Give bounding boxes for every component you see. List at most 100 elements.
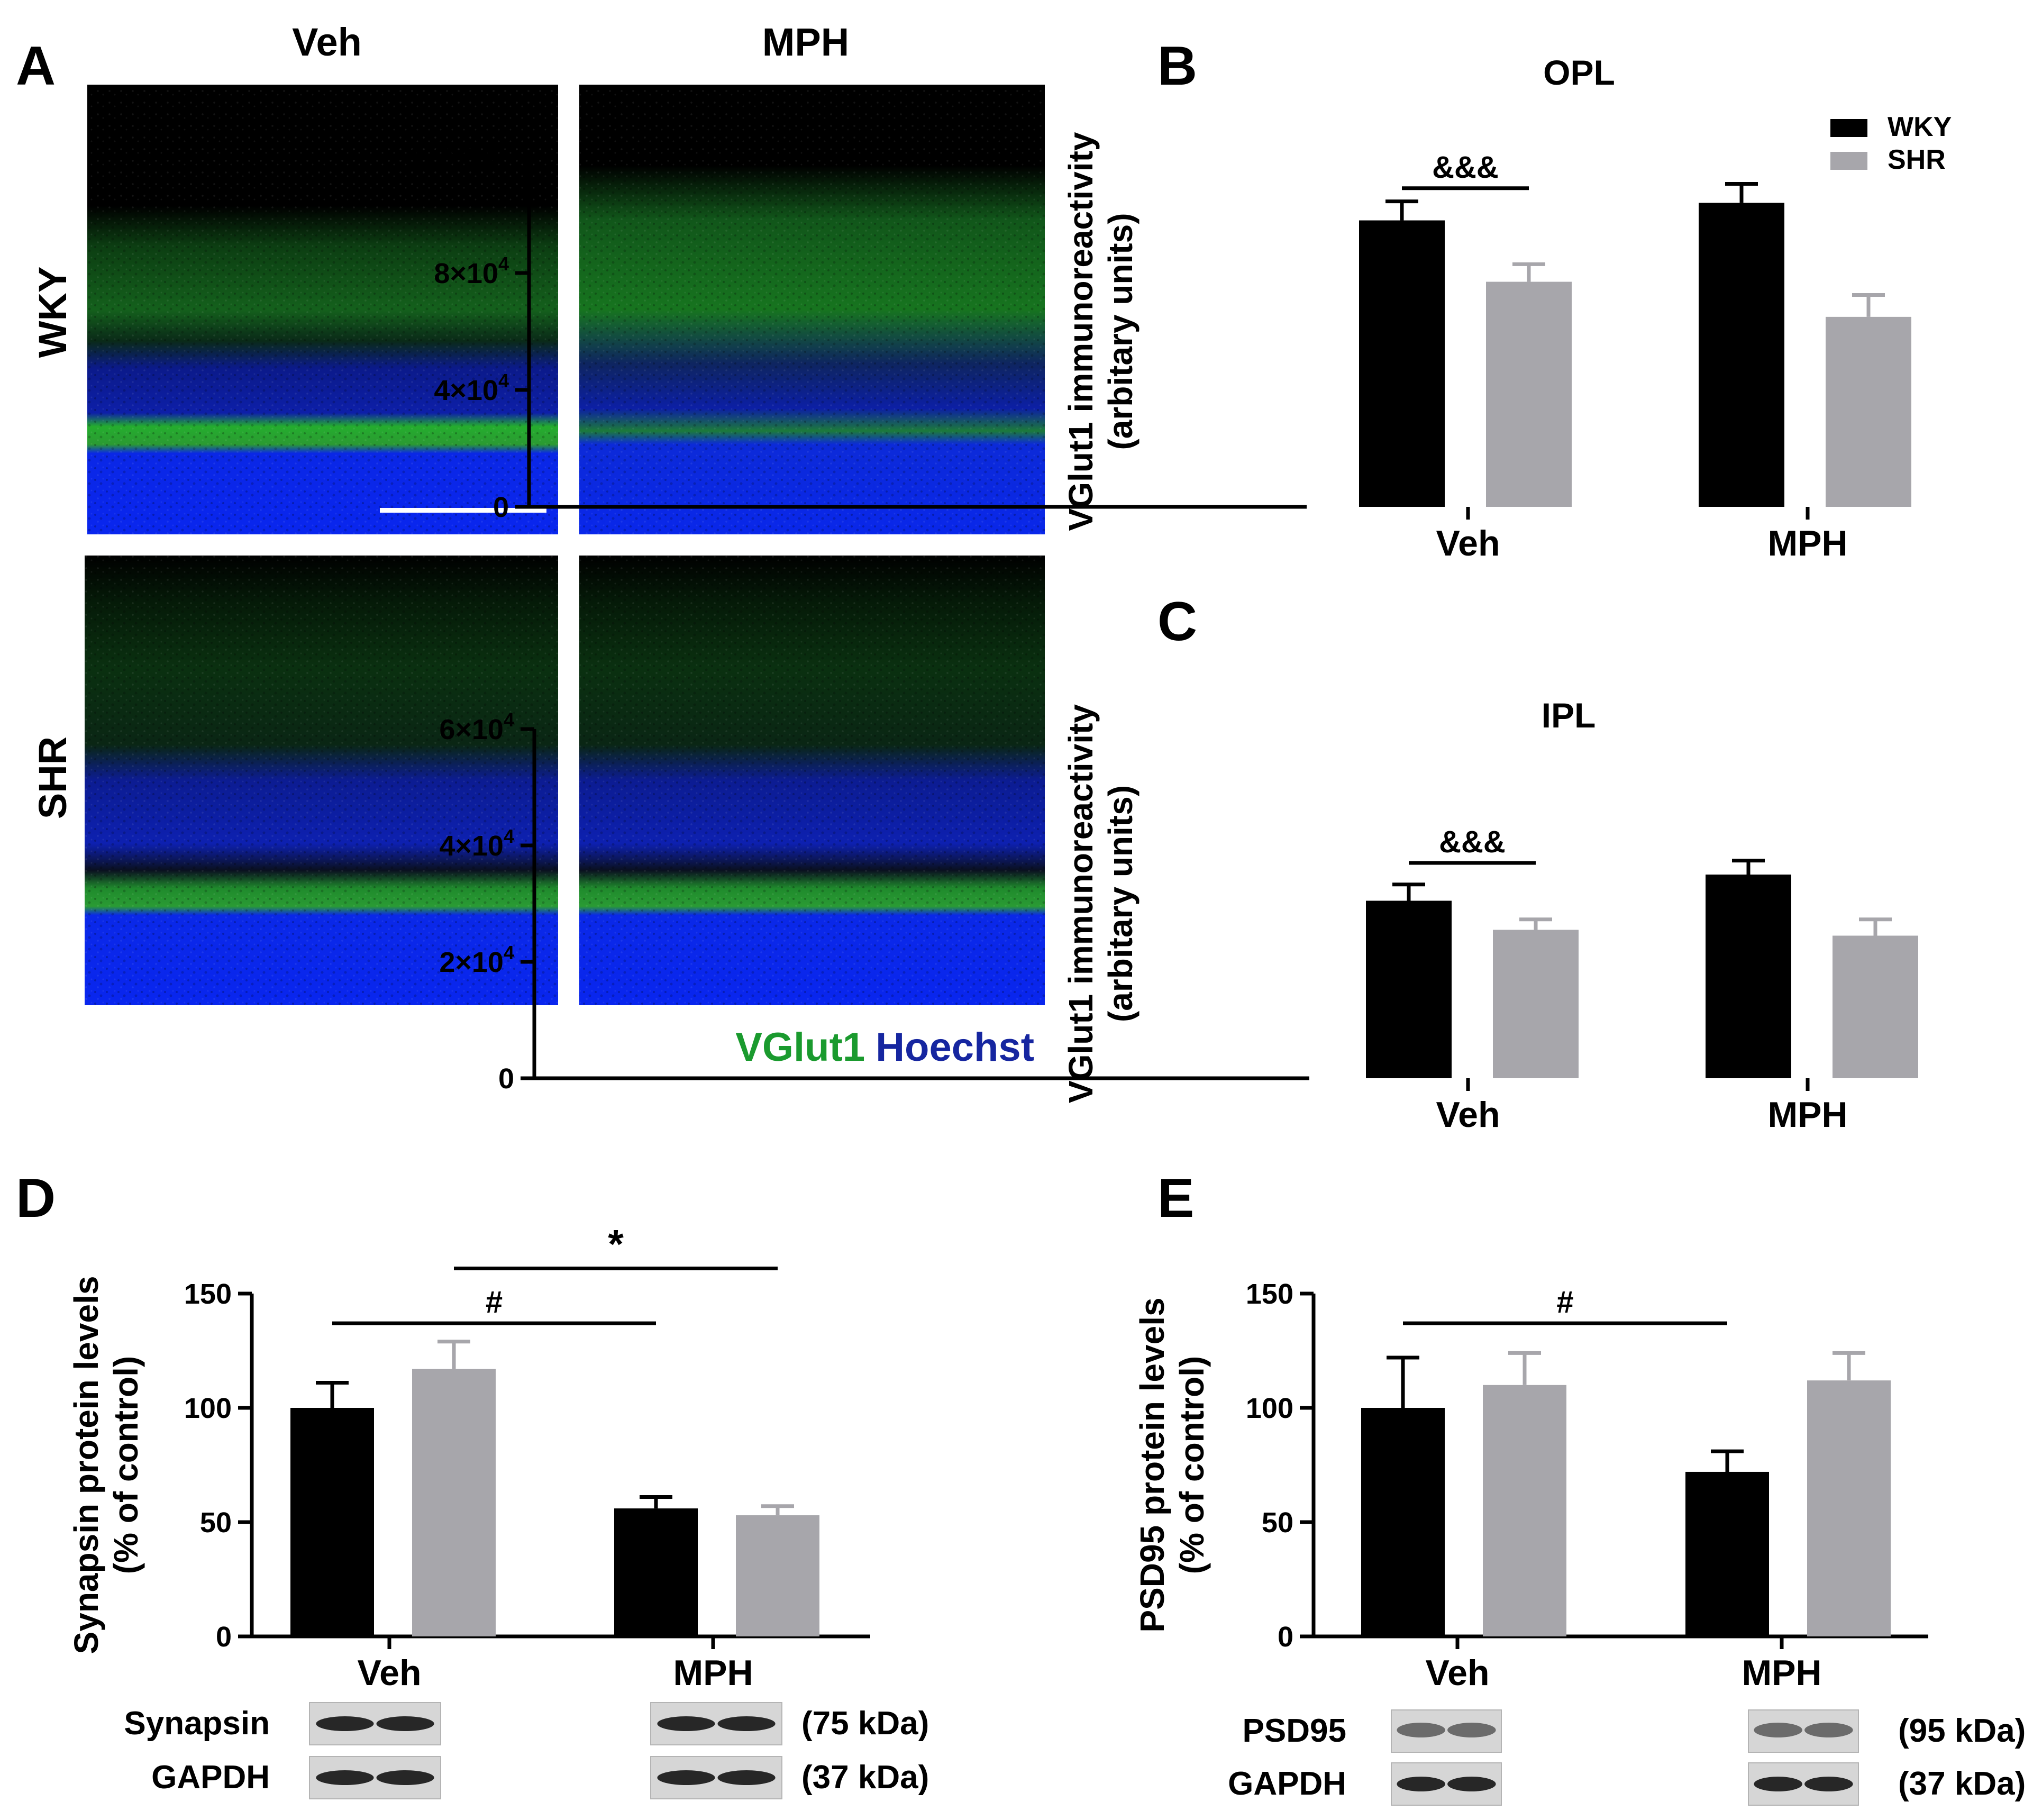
micrograph-wky-mph-texture (579, 85, 1045, 534)
micrograph-shr-veh-texture (85, 556, 558, 1005)
legend-swatch-shr (1830, 152, 1867, 170)
bar-shr-veh (412, 1369, 496, 1636)
y-axis-label-line2: (arbitary units) (1101, 785, 1139, 1022)
panel-letter-b: B (1157, 35, 1197, 97)
panel-a-letter: A (16, 35, 56, 97)
stain-hoechst: Hoechst (876, 1025, 1034, 1070)
bar-wky-veh (1366, 900, 1452, 1078)
scale-bar (380, 508, 546, 513)
y-tick-label: 6×104 (439, 709, 514, 745)
western-blots-e: PSD95 (95 kDa) GAPDH (37 kDa) (1228, 1709, 2026, 1806)
blot-band (717, 1770, 776, 1785)
blot-band (1804, 1723, 1853, 1737)
bar-shr-mph (1833, 935, 1918, 1078)
bar-wky-mph (1699, 203, 1784, 507)
x-tick-label-mph: MPH (1767, 1095, 1847, 1135)
blot-band (717, 1716, 776, 1731)
x-tick-label-veh: Veh (1426, 1653, 1490, 1693)
y-axis-label-line2: (% of control) (107, 1356, 145, 1574)
y-tick-label: 2×104 (439, 942, 514, 978)
y-axis-label-line1: VGlut1 immunoreactivity (1062, 132, 1100, 531)
significance-label: * (608, 1222, 624, 1267)
chart-title: IPL (1542, 696, 1596, 735)
blot-band (657, 1770, 715, 1785)
stain-legend: VGlut1 Hoechst (735, 1025, 1034, 1070)
y-tick-label: 0 (1278, 1621, 1293, 1653)
blot-label: PSD95 (1243, 1713, 1346, 1749)
blot-band (1754, 1777, 1802, 1791)
legend-label-shr: SHR (1888, 144, 1946, 175)
y-tick-label: 50 (200, 1507, 232, 1539)
y-tick-label: 0 (498, 1063, 514, 1095)
significance-label: # (486, 1285, 503, 1320)
blot-kda: (75 kDa) (801, 1705, 929, 1742)
blot-band (1397, 1777, 1445, 1791)
bar-wky-veh (290, 1408, 374, 1636)
blot-kda: (37 kDa) (1898, 1766, 2026, 1802)
bar-wky-mph (1706, 875, 1791, 1078)
x-tick-label-mph: MPH (1767, 523, 1847, 563)
y-tick-label: 4×104 (434, 370, 509, 406)
bar-wky-veh (1359, 220, 1445, 507)
bar-shr-mph (1826, 316, 1911, 507)
chart-b: B OPL VGlut1 immunoreactivity (arbitary uni… (410, 35, 1952, 563)
panel-letter-e: E (1157, 1168, 1194, 1229)
panel-a: A Veh MPH WKY SHR VGlut1 Hoechst (16, 20, 1045, 1070)
bar-shr-veh (1486, 281, 1572, 507)
col-label-veh: Veh (292, 20, 362, 64)
legend-swatch-wky (1830, 119, 1867, 137)
blot-band (1447, 1723, 1496, 1737)
blot-band (1447, 1777, 1496, 1791)
blot-band (1804, 1777, 1853, 1791)
bar-wky-mph (1685, 1471, 1769, 1636)
y-axis-label-line2: (arbitary units) (1101, 213, 1139, 450)
blot-kda: (95 kDa) (1898, 1713, 2026, 1749)
bar-wky-veh (1361, 1408, 1445, 1636)
blot-band (316, 1716, 374, 1731)
stain-vglut1: VGlut1 (735, 1025, 865, 1070)
blot-band (376, 1770, 434, 1785)
y-tick-label: 0 (216, 1621, 232, 1653)
y-tick-label: 0 (493, 492, 509, 523)
panel-letter-c: C (1157, 591, 1197, 652)
micrograph-shr-mph-texture (579, 556, 1045, 1005)
micrograph-wky-veh-texture (87, 85, 558, 534)
row-label-shr: SHR (31, 736, 75, 819)
chart-c: C IPL VGlut1 immunoreactivity (arbitary uni… (439, 591, 1918, 1135)
y-tick-label: 150 (1246, 1278, 1293, 1310)
x-tick-label-veh: Veh (358, 1653, 422, 1693)
significance-label: &&& (1432, 150, 1499, 185)
chart-title: OPL (1543, 53, 1615, 92)
y-axis-label-line1: VGlut1 immunoreactivity (1062, 704, 1100, 1103)
chart-e: E PSD95 protein levels (% of control) 0 50 10… (1133, 1168, 1928, 1693)
y-tick-label: 100 (184, 1393, 232, 1424)
x-tick-label-mph: MPH (673, 1653, 753, 1693)
blot-band (1397, 1723, 1445, 1737)
x-tick-label-veh: Veh (1436, 523, 1500, 563)
significance-label: # (1556, 1285, 1573, 1320)
col-label-mph: MPH (762, 20, 849, 64)
y-tick-label: 1.2×105 (410, 136, 509, 172)
bar-shr-veh (1493, 930, 1579, 1078)
bar-shr-veh (1483, 1385, 1566, 1636)
y-axis-label-line1: Synapsin protein levels (67, 1276, 105, 1654)
bar-shr-mph (1807, 1380, 1891, 1636)
row-label-wky: WKY (31, 267, 75, 358)
blot-kda: (37 kDa) (801, 1759, 929, 1796)
y-tick-label: 50 (1262, 1507, 1293, 1539)
x-tick-label-veh: Veh (1436, 1095, 1500, 1135)
y-tick-label: 8×104 (434, 253, 509, 289)
western-blots-d: Synapsin (75 kDa) GAPDH (37 kDa) (124, 1702, 929, 1799)
y-tick-label: 150 (184, 1278, 232, 1310)
y-tick-label: 4×104 (439, 825, 514, 862)
blot-band (1754, 1723, 1802, 1737)
blot-label: GAPDH (151, 1759, 270, 1796)
blot-label: Synapsin (124, 1705, 270, 1742)
bar-shr-mph (736, 1515, 819, 1636)
y-axis-label-line1: PSD95 protein levels (1133, 1297, 1171, 1632)
chart-d: D Synapsin protein levels (% of control) 0 5… (16, 1168, 870, 1693)
blot-band (376, 1716, 434, 1731)
x-tick-label-mph: MPH (1742, 1653, 1821, 1693)
y-axis-label-line2: (% of control) (1173, 1356, 1211, 1574)
